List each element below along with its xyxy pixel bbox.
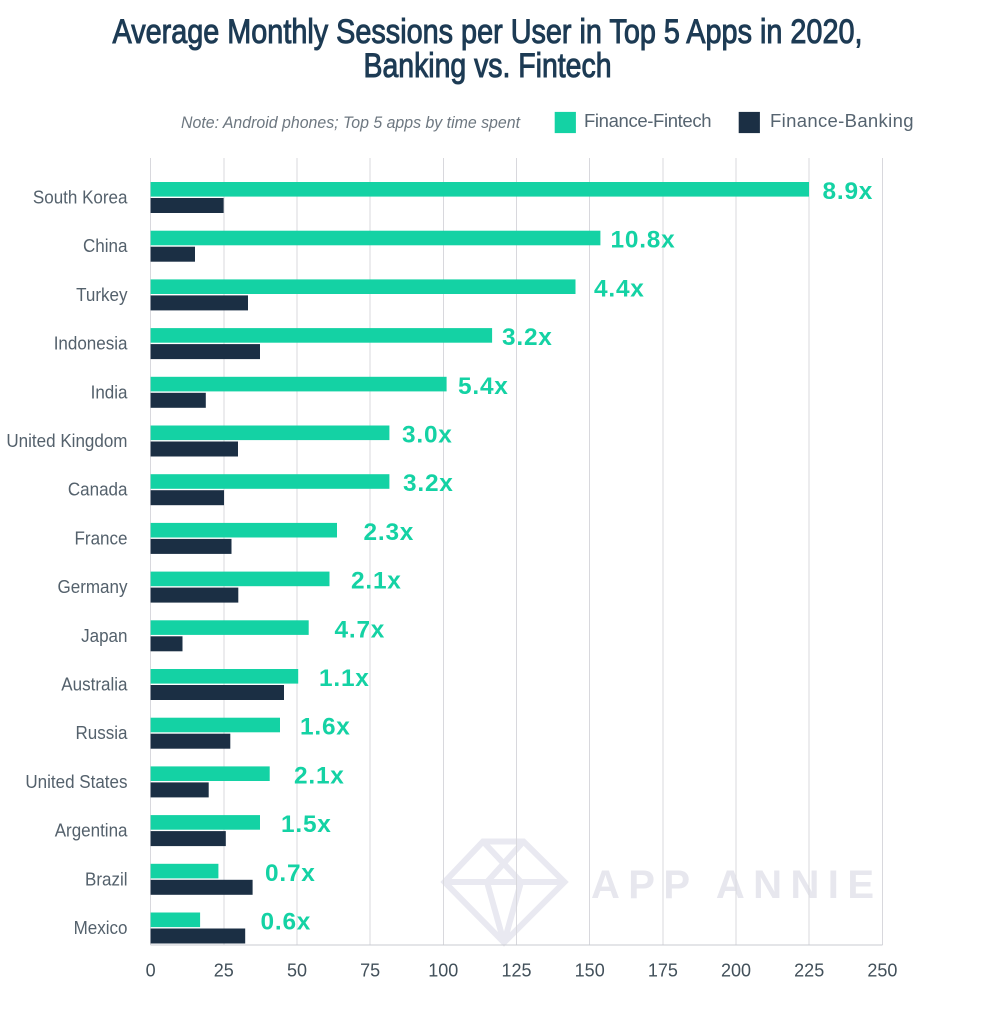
svg-text:Brazil: Brazil [85, 869, 128, 889]
svg-text:10.8x: 10.8x [611, 227, 676, 254]
svg-text:United Kingdom: United Kingdom [6, 431, 127, 451]
svg-text:3.2x: 3.2x [403, 470, 454, 497]
svg-text:Japan: Japan [81, 626, 127, 646]
svg-text:Canada: Canada [68, 480, 129, 500]
svg-text:175: 175 [648, 961, 678, 981]
svg-text:1.6x: 1.6x [300, 714, 351, 741]
svg-text:United States: United States [25, 772, 127, 792]
svg-text:3.0x: 3.0x [402, 422, 453, 449]
svg-text:75: 75 [360, 961, 380, 981]
svg-text:France: France [75, 528, 128, 548]
svg-text:0.6x: 0.6x [261, 909, 312, 936]
svg-text:India: India [91, 382, 129, 402]
svg-text:Russia: Russia [76, 723, 129, 743]
svg-text:200: 200 [721, 961, 751, 981]
svg-text:100: 100 [428, 961, 458, 981]
svg-text:China: China [83, 236, 128, 256]
svg-text:Indonesia: Indonesia [54, 334, 129, 354]
svg-text:4.7x: 4.7x [335, 616, 386, 643]
svg-text:1.5x: 1.5x [281, 811, 332, 838]
svg-text:2.3x: 2.3x [364, 519, 415, 546]
svg-text:25: 25 [214, 961, 234, 981]
svg-text:Average Monthly Sessions per U: Average Monthly Sessions per User in Top… [113, 13, 863, 51]
svg-text:South Korea: South Korea [33, 188, 129, 208]
svg-text:0.7x: 0.7x [265, 860, 316, 887]
svg-text:125: 125 [501, 961, 531, 981]
svg-text:8.9x: 8.9x [823, 178, 874, 205]
svg-text:APP ANNIE: APP ANNIE [591, 863, 884, 907]
svg-text:5.4x: 5.4x [458, 373, 509, 400]
svg-text:150: 150 [575, 961, 605, 981]
svg-text:2.1x: 2.1x [351, 568, 402, 595]
svg-text:Banking vs. Fintech: Banking vs. Fintech [364, 47, 612, 85]
svg-text:225: 225 [794, 961, 824, 981]
svg-text:Australia: Australia [61, 675, 128, 695]
svg-text:Finance-Fintech: Finance-Fintech [584, 110, 712, 131]
svg-text:2.1x: 2.1x [294, 762, 345, 789]
svg-text:Germany: Germany [58, 577, 128, 597]
svg-text:Note: Android phones; Top 5 ap: Note: Android phones; Top 5 apps by time… [181, 113, 521, 132]
svg-text:4.4x: 4.4x [594, 275, 645, 302]
svg-text:Turkey: Turkey [76, 285, 127, 305]
svg-text:50: 50 [287, 961, 307, 981]
svg-text:1.1x: 1.1x [319, 665, 370, 692]
svg-text:Mexico: Mexico [74, 918, 128, 938]
svg-text:Finance-Banking: Finance-Banking [770, 110, 914, 131]
svg-text:0: 0 [146, 961, 156, 981]
svg-text:Argentina: Argentina [55, 821, 129, 841]
svg-text:250: 250 [867, 961, 897, 981]
svg-text:3.2x: 3.2x [502, 324, 553, 351]
